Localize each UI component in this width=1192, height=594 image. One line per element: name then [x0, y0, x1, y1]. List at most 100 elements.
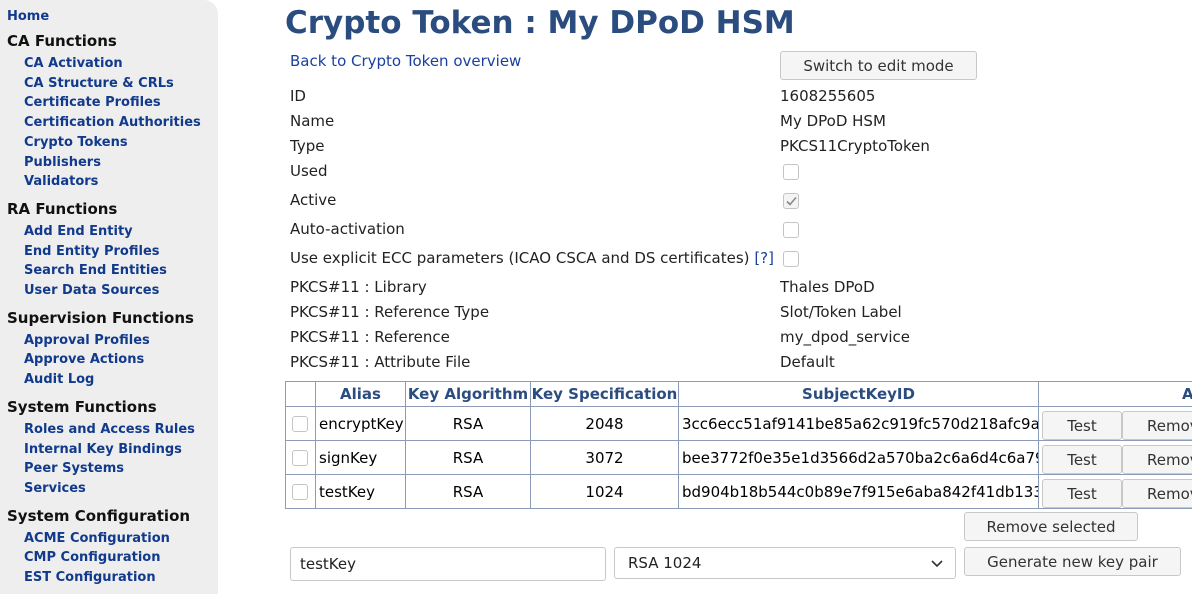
section-title: RA Functions: [7, 199, 118, 218]
property-label: Name: [290, 112, 334, 130]
cell: testKey: [315, 474, 406, 509]
property-value: my_dpod_service: [780, 328, 910, 346]
checkbox: [783, 251, 799, 267]
label-text: Type: [290, 137, 325, 155]
section-title: Supervision Functions: [7, 308, 194, 327]
back-link[interactable]: Back to Crypto Token overview: [290, 52, 522, 70]
cell: RSA: [405, 474, 531, 509]
nav-link[interactable]: Add End Entity: [24, 223, 133, 239]
nav-link[interactable]: EST Configuration: [24, 570, 156, 586]
section-title: System Functions: [7, 397, 157, 416]
remove-button[interactable]: Remove: [1122, 479, 1192, 508]
checkbox: [783, 222, 799, 238]
nav-link[interactable]: CA Activation: [24, 56, 123, 71]
cell: RSA: [405, 406, 531, 441]
property-value: Thales DPoD: [780, 278, 875, 296]
property-label: PKCS#11 : Library: [290, 278, 427, 296]
cell: signKey: [315, 440, 406, 475]
checkbox: [783, 164, 799, 180]
label-text: PKCS#11 : Attribute File: [290, 353, 471, 371]
key-row: encryptKey RSA 2048 3cc6ecc51af9141be85a62c…: [285, 406, 1192, 441]
property-value: Slot/Token Label: [780, 303, 902, 321]
property-label: PKCS#11 : Reference Type: [290, 303, 489, 321]
nav-link[interactable]: CMP Configuration: [24, 550, 161, 566]
cell: 1024: [530, 474, 679, 509]
section-title: System Configuration: [7, 506, 191, 525]
header-cell: SubjectKeyID: [678, 381, 1039, 407]
nav-link[interactable]: Approve Actions: [24, 352, 145, 368]
property-value: My DPoD HSM: [780, 112, 886, 130]
property-value: PKCS11CryptoToken: [780, 137, 930, 155]
remove-button[interactable]: Remove: [1122, 411, 1192, 440]
cell: RSA: [405, 440, 531, 475]
nav-link[interactable]: Search End Entities: [24, 263, 167, 279]
property-label: PKCS#11 : Reference: [290, 328, 450, 346]
action-cell: TestRemove: [1038, 440, 1192, 475]
nav-link[interactable]: Roles and Access Rules: [24, 421, 195, 437]
property-label: Auto-activation: [290, 220, 405, 238]
cell: encryptKey: [315, 406, 406, 441]
key-row: signKey RSA 3072 bee3772f0e35e1d3566d2a570b…: [285, 440, 1192, 475]
row-checkbox[interactable]: [292, 483, 308, 500]
property-label: Use explicit ECC parameters (ICAO CSCA a…: [290, 249, 774, 267]
nav-link[interactable]: Services: [24, 480, 86, 496]
keys-table: Alias Key Algorithm Key Specification Subje…: [285, 381, 1192, 509]
remove-selected-button[interactable]: Remove selected: [964, 512, 1138, 541]
label-text: Auto-activation: [290, 220, 405, 238]
cell: bee3772f0e35e1d3566d2a570ba2c6a6d4c6a795: [678, 440, 1039, 475]
row-checkbox[interactable]: [292, 415, 308, 432]
label-text: PKCS#11 : Reference Type: [290, 303, 490, 321]
header-cell: Key Specification: [530, 381, 679, 407]
help-link[interactable]: [?]: [754, 249, 774, 267]
select-value: RSA 1024: [628, 554, 702, 572]
nav-link[interactable]: Approval Profiles: [24, 332, 150, 348]
key-row: testKey RSA 1024 bd904b18b544c0b89e7f915e6a…: [285, 474, 1192, 509]
nav-link[interactable]: CA Structure & CRLs: [24, 75, 174, 91]
dropdown-arrow: [931, 560, 943, 568]
nav-link[interactable]: End Entity Profiles: [24, 243, 160, 259]
property-value: Default: [780, 353, 835, 371]
property-label: Type: [290, 137, 324, 155]
alias-input[interactable]: testKey: [290, 547, 606, 581]
header-cell: Action: [1038, 381, 1192, 407]
label-text: Active: [290, 191, 337, 209]
label-text: Name: [290, 112, 335, 130]
property-label: Used: [290, 162, 328, 180]
nav-link[interactable]: Internal Key Bindings: [24, 441, 182, 457]
header-cell: Alias: [315, 381, 406, 407]
test-button[interactable]: Test: [1042, 411, 1122, 440]
nav-link[interactable]: Home: [7, 9, 50, 24]
select-cell: [285, 440, 316, 475]
cell: 2048: [530, 406, 679, 441]
nav-link[interactable]: User Data Sources: [24, 283, 160, 299]
nav-link[interactable]: Audit Log: [24, 372, 95, 388]
edit-button[interactable]: Switch to edit mode: [780, 51, 977, 80]
nav-link[interactable]: Certificate Profiles: [24, 95, 161, 111]
test-button[interactable]: Test: [1042, 479, 1122, 508]
nav-link[interactable]: ACME Configuration: [24, 530, 170, 546]
cell: 3072: [530, 440, 679, 475]
nav-link[interactable]: Peer Systems: [24, 461, 124, 477]
remove-button[interactable]: Remove: [1122, 445, 1192, 474]
key-select[interactable]: RSA 1024: [614, 547, 956, 579]
action-cell: TestRemove: [1038, 474, 1192, 509]
cell: 3cc6ecc51af9141be85a62c919fc570d218afc9a: [678, 406, 1039, 441]
action-cell: TestRemove: [1038, 406, 1192, 441]
header-cell: [285, 381, 316, 407]
property-label: PKCS#11 : Attribute File: [290, 353, 470, 371]
label-text: PKCS#11 : Reference: [290, 328, 450, 346]
row-checkbox[interactable]: [292, 449, 308, 466]
header-row: Alias Key Algorithm Key Specification Subje…: [285, 381, 1192, 407]
property-label: ID: [290, 87, 306, 105]
generate-button[interactable]: Generate new key pair: [964, 547, 1181, 576]
label-text: Used: [290, 162, 328, 180]
test-button[interactable]: Test: [1042, 445, 1122, 474]
nav-link[interactable]: Certification Authorities: [24, 115, 201, 131]
select-cell: [285, 406, 316, 441]
nav-link[interactable]: Publishers: [24, 154, 101, 170]
nav-link[interactable]: Crypto Tokens: [24, 134, 128, 150]
cell: bd904b18b544c0b89e7f915e6aba842f41db133c: [678, 474, 1039, 509]
select-cell: [285, 474, 316, 509]
nav-link[interactable]: Validators: [24, 174, 99, 190]
